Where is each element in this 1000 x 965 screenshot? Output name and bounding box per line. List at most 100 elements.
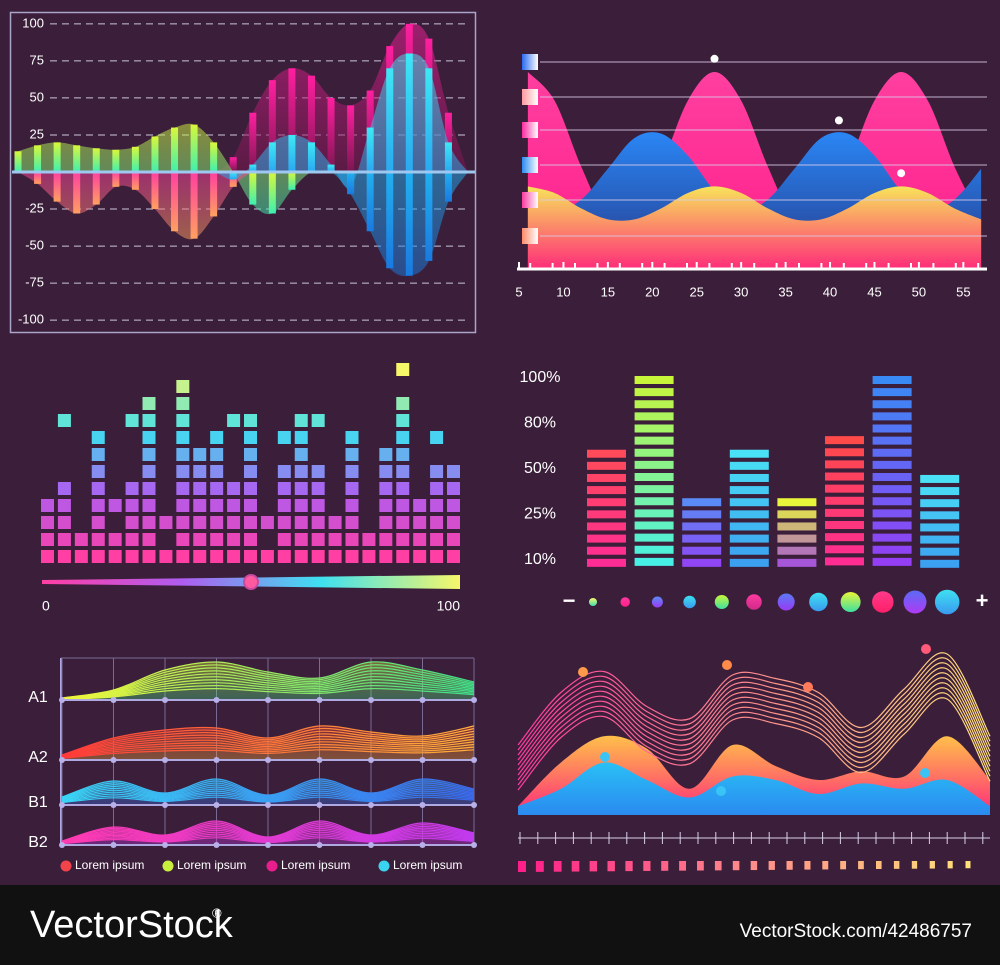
legend-circle [777,593,795,611]
decor-dot [803,682,813,692]
x-tick-label: 10 [556,284,570,299]
peak-block [379,448,393,461]
grid-dot [59,802,65,808]
grid-dot [110,757,117,763]
bar [112,149,120,172]
bar [444,142,452,172]
block [379,465,393,478]
bar [307,142,315,172]
bar-segment [587,449,626,458]
block [396,516,410,529]
legend-swatch [522,157,538,173]
bar [405,172,413,276]
block [91,516,105,529]
bar [405,53,413,173]
bar-segment [872,388,912,397]
peak-block [244,414,257,427]
grid-dot [213,757,220,763]
x-tick-label: 45 [867,284,881,299]
x-tick-label: 50 [912,284,926,299]
block-column [260,550,274,563]
bar [327,164,335,172]
bar-segment [682,546,722,555]
legend-circle [651,596,663,608]
block [210,465,224,478]
block [193,499,207,512]
bar-segment [729,461,769,470]
block [277,482,291,495]
grid-dot [213,697,220,703]
point [834,116,843,125]
decor-square [929,861,935,869]
bar-segment [872,497,912,506]
area [18,23,468,174]
bar-segment [872,448,912,457]
block [294,448,308,461]
bar-segment [920,523,960,532]
bar [73,172,81,214]
bar-segment [825,484,864,493]
y-tick-label: 50 [30,89,44,104]
bar-segment [920,535,960,544]
legend-circle [903,590,927,614]
bar-segment [777,558,817,567]
block [328,516,342,529]
bar [425,172,433,261]
level-label: 100% [520,369,561,386]
block-column [108,533,122,563]
grid-dot [110,697,117,703]
decor-square [858,861,864,870]
block [396,482,410,495]
bar-segment [872,533,912,542]
decor-dot [600,752,610,762]
grid-dot [162,842,168,848]
block [142,533,156,546]
decor-square [535,861,544,872]
ridge-line [61,730,475,757]
block [345,431,359,444]
peak-block [294,414,308,427]
ridge-line [61,746,475,759]
block [277,516,291,529]
block [294,482,308,495]
block [91,448,105,461]
block-column [193,465,207,563]
block [277,533,291,546]
block [125,414,139,427]
bar [131,146,139,172]
block [396,533,410,546]
bar-segment [729,546,769,555]
ridge-line [61,673,475,700]
block [244,414,257,427]
bar [229,172,237,180]
legend-swatch [522,122,538,138]
block [244,550,257,563]
bar-segment [634,460,674,469]
block [41,516,54,529]
block [176,533,190,546]
ridge-line [61,661,475,699]
bar [366,172,374,232]
bar-segment [587,498,626,507]
block [176,380,190,393]
peak-block [108,499,122,512]
bar-segment [587,461,626,470]
block [210,533,224,546]
block [244,499,257,512]
block [210,482,224,495]
footer-mark: ® [212,905,222,920]
panel-frame [9,11,477,334]
bar-segment [634,509,674,518]
block [413,499,427,512]
block-column [396,397,410,563]
block-column [74,550,88,563]
block-column [57,482,71,563]
bar [249,112,257,172]
block [142,448,156,461]
ridge-line [61,738,475,758]
block [227,499,241,512]
bar [73,145,81,172]
bar [366,127,374,172]
bar-segment [777,498,817,507]
peak-block [193,448,207,461]
